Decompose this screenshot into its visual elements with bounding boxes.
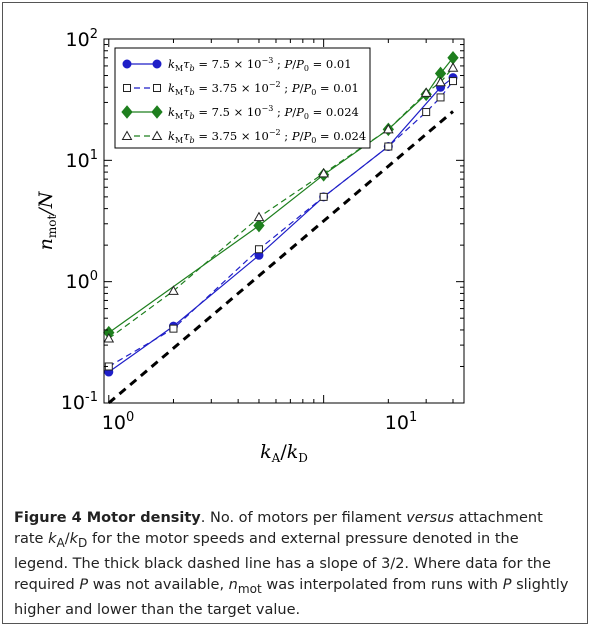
legend-handle-4-marker-left <box>121 130 133 140</box>
y-tick-label-1e2: 102 <box>66 27 98 51</box>
series-2-point <box>169 324 178 333</box>
series-4-line <box>108 67 454 339</box>
y-tick-label-1e0: 100 <box>66 269 98 293</box>
series-3-point <box>253 218 265 233</box>
x-axis-label: kA/kD <box>260 441 308 465</box>
legend-entry-3: kMτb = 7.5 × 10−3 ; P/P0 = 0.024 <box>168 104 359 121</box>
legend-handles <box>121 59 163 140</box>
series-4-point <box>420 87 432 97</box>
legend-handle-2-marker-left <box>123 84 131 92</box>
legend-handle-4-marker-right <box>151 130 163 140</box>
plot-frame <box>103 38 465 404</box>
series-2-point <box>384 142 393 151</box>
series-4-point <box>168 285 179 295</box>
x-tick-label-1e1: 101 <box>385 410 417 434</box>
motor-density-chart: 10-1 100 101 102 100 101 kA/kD nmot/N kM… <box>35 27 465 465</box>
legend-handle-1-marker-right <box>152 59 162 69</box>
series-2-point <box>449 77 458 86</box>
legend-handle-2-marker-right <box>153 84 161 92</box>
series-2-point <box>319 192 328 201</box>
y-tick-label-1e1: 101 <box>66 148 98 172</box>
series-4-point <box>103 332 115 343</box>
figure-caption: Figure 4 Motor density. No. of motors pe… <box>14 510 569 618</box>
legend-entry-1: kMτb = 7.5 × 10−3 ; P/P0 = 0.01 <box>168 56 352 73</box>
series-2-point <box>254 245 263 254</box>
series-4-point <box>318 167 330 178</box>
legend-handle-3-marker-left <box>121 105 133 119</box>
series-4-point <box>382 123 394 134</box>
legend: kMτb = 7.5 × 10−3 ; P/P0 = 0.01 kMτb = 3… <box>114 47 371 149</box>
reference-slope-line <box>107 110 454 405</box>
series-4-point <box>447 62 459 72</box>
legend-handle-1-marker-left <box>122 59 132 69</box>
axis-ticks-layer <box>104 38 464 404</box>
legend-entry-2: kMτb = 3.75 × 10−2 ; P/P0 = 0.01 <box>168 80 359 97</box>
reference-line-layer <box>107 110 454 405</box>
series-2-point <box>422 108 431 117</box>
y-tick-label-1e-1: 10-1 <box>61 390 98 414</box>
series-4-point <box>435 76 446 87</box>
series-markers-layer <box>103 51 459 377</box>
legend-entry-4: kMτb = 3.75 × 10−2 ; P/P0 = 0.024 <box>168 128 366 145</box>
series-2-point <box>436 93 445 102</box>
legend-handle-3-marker-right <box>151 105 163 119</box>
series-4-point <box>253 211 265 222</box>
x-tick-label-1e0: 100 <box>102 410 134 434</box>
y-axis-label: nmot/N <box>35 190 59 250</box>
figure-label: Figure 4 Motor density <box>14 510 201 526</box>
